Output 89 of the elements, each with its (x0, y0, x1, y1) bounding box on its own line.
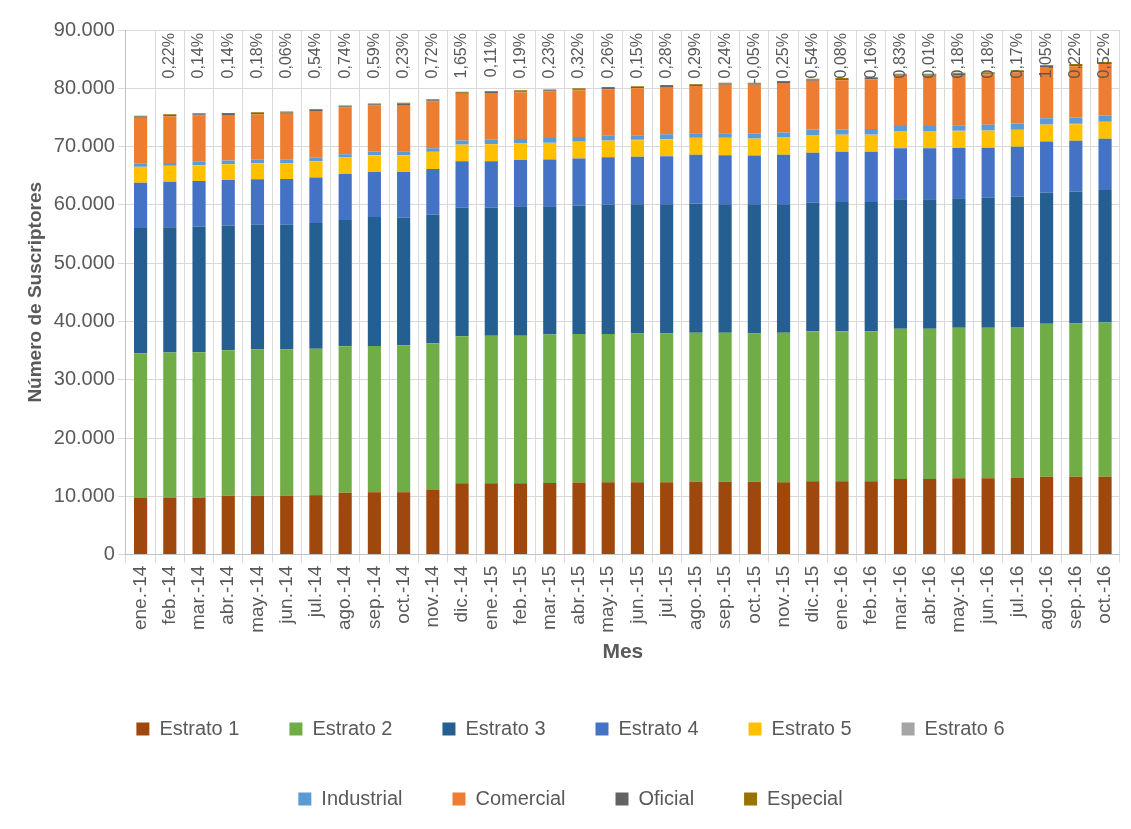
annotation: 0,23% (394, 33, 412, 79)
annotation: 0,25% (773, 33, 791, 79)
x-tick-label: oct.-15 (742, 565, 764, 624)
legend-label: Estrato 4 (618, 716, 699, 739)
x-tick-label: ago.-14 (333, 565, 355, 631)
y-tick-label: 20.000 (53, 425, 115, 448)
x-tick-label: sep.-14 (362, 565, 384, 629)
y-tick-label: 80.000 (53, 75, 115, 98)
annotation: 0,11% (481, 33, 499, 78)
legend-label: Estrato 1 (159, 716, 240, 739)
y-tick-label: 0 (103, 542, 115, 565)
y-tick-label: 60.000 (53, 192, 115, 215)
x-tick-label: may.-15 (596, 565, 618, 633)
annotation: 0,08% (832, 33, 850, 79)
x-tick-label: sep.-15 (713, 565, 735, 629)
annotation: 0,01% (920, 33, 938, 79)
annotation: 0,83% (890, 33, 908, 79)
x-tick-label: ago.-16 (1034, 565, 1056, 631)
annotation: 0,54% (306, 33, 324, 79)
annotation: 0,32% (569, 33, 587, 79)
x-tick-label: nov.-14 (421, 565, 443, 628)
annotation: 0,26% (598, 33, 616, 79)
x-tick-label: ene.-14 (128, 565, 150, 631)
x-tick-label: mar.-14 (187, 565, 209, 630)
annotation: 0,54% (803, 33, 821, 79)
annotation: 0,22% (160, 33, 178, 79)
legend-label: Oficial (638, 786, 695, 809)
x-tick-label: ago.-15 (684, 565, 706, 631)
legend-label: Comercial (475, 786, 566, 809)
x-tick-label: may.-16 (947, 565, 969, 633)
legend-label: Industrial (321, 786, 403, 809)
x-tick-label: ene.-15 (479, 565, 501, 631)
annotation: 0,18% (978, 33, 996, 79)
x-tick-label: oct.-14 (391, 565, 413, 624)
legend-label: Estrato 5 (771, 716, 852, 739)
annotation: 0,14% (218, 33, 236, 79)
x-tick-label: may.-14 (245, 565, 267, 633)
x-tick-label: dic.-14 (450, 565, 472, 623)
x-tick-label: oct.-16 (1093, 565, 1115, 624)
x-tick-label: abr.-16 (917, 565, 939, 625)
annotation: 0,19% (510, 33, 528, 79)
annotation: 1,05% (1037, 33, 1055, 79)
x-tick-label: sep.-16 (1064, 565, 1086, 629)
annotation: 1,65% (452, 33, 470, 79)
annotation: 0,72% (423, 33, 441, 79)
annotation: -0,05% (744, 33, 762, 84)
x-tick-label: jul.-16 (1005, 565, 1027, 619)
annotation: 0,18% (949, 33, 967, 79)
x-tick-label: feb.-14 (158, 565, 180, 625)
legend-label: Estrato 3 (465, 716, 546, 739)
annotation: 0,22% (1066, 33, 1084, 79)
x-tick-label: feb.-15 (508, 565, 530, 625)
legend-label: Estrato 6 (924, 716, 1005, 739)
x-tick-label: mar.-15 (537, 565, 559, 630)
x-tick-label: abr.-14 (216, 565, 238, 625)
y-tick-label: 50.000 (53, 250, 115, 273)
annotation: 0,52% (1095, 33, 1113, 79)
y-tick-label: 10.000 (53, 483, 115, 506)
annotation: 0,74% (335, 33, 353, 79)
legend-label: Estrato 2 (312, 716, 393, 739)
annotation: 0,16% (861, 33, 879, 79)
annotation: 0,59% (364, 33, 382, 79)
x-tick-label: jun.-14 (274, 565, 296, 625)
annotation: 0,17% (1007, 33, 1025, 79)
y-axis-title: Número de Suscriptores (23, 181, 45, 403)
x-tick-label: jul.-15 (654, 565, 676, 619)
x-tick-label: feb.-16 (859, 565, 881, 625)
annotation: 0,29% (686, 33, 704, 79)
annotation: 0,28% (657, 33, 675, 79)
annotation: 0,18% (247, 33, 265, 79)
annotation: 0,06% (277, 33, 295, 79)
x-tick-label: nov.-15 (771, 565, 793, 628)
x-tick-label: mar.-16 (888, 565, 910, 630)
x-tick-label: dic.-15 (801, 565, 823, 623)
y-tick-label: 40.000 (53, 308, 115, 331)
x-tick-label: jun.-16 (976, 565, 998, 625)
x-tick-label: ene.-16 (830, 565, 852, 631)
y-tick-label: 70.000 (53, 134, 115, 157)
y-tick-label: 90.000 (53, 17, 115, 40)
x-tick-label: jun.-15 (625, 565, 647, 625)
annotation: 0,24% (715, 33, 733, 79)
annotation: 0,14% (189, 33, 207, 79)
y-tick-label: 30.000 (53, 367, 115, 390)
annotation: 0,23% (540, 33, 558, 79)
x-tick-label: abr.-15 (567, 565, 589, 625)
x-tick-label: jul.-14 (304, 565, 326, 619)
x-axis-title: Mes (602, 639, 644, 663)
legend-label: Especial (767, 786, 843, 809)
annotation: 0,15% (627, 33, 645, 79)
